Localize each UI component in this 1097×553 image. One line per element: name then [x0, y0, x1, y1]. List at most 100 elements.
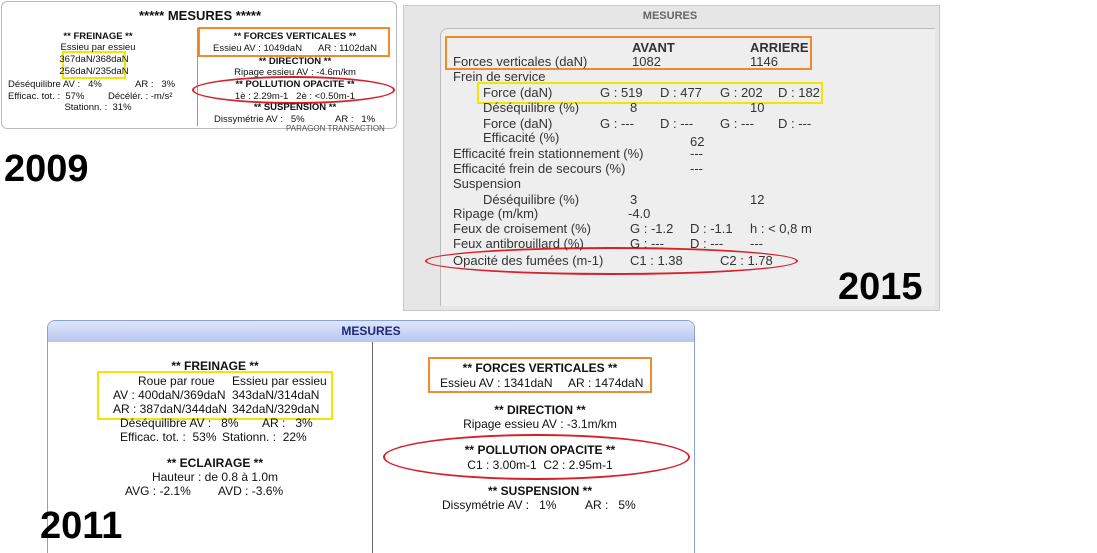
- cell: 62: [690, 134, 705, 149]
- text: Ripage essieu AV : -4.6m/km: [234, 67, 356, 78]
- column-header: ARRIERE: [750, 40, 809, 55]
- panel-2011: [47, 320, 695, 553]
- text: Efficac. tot. : 57%: [8, 91, 85, 102]
- year-label: 2011: [40, 505, 123, 547]
- text: AR : 1102daN: [318, 43, 377, 54]
- section-heading: ** POLLUTION OPACITE **: [464, 443, 616, 457]
- highlight-orange: [445, 36, 812, 70]
- text: 342daN/329daN: [232, 402, 320, 416]
- cell: 3: [630, 192, 638, 207]
- cell: h : < 0,8 m: [750, 221, 812, 236]
- text: 256daN/235daN: [59, 66, 129, 77]
- text: AR : 1474daN: [568, 376, 644, 390]
- panel-title: MESURES: [341, 324, 401, 338]
- text: Déséquilibre AV : 8%: [120, 416, 239, 430]
- cell: 1082: [632, 54, 661, 69]
- text: Ripage essieu AV : -3.1m/km: [463, 417, 617, 431]
- cell: D : ---: [690, 236, 724, 251]
- cell: 12: [750, 192, 765, 207]
- text: 1è : 2.29m-1 2è : <0.50m-1: [234, 91, 356, 102]
- panel-title: ***** MESURES *****: [138, 8, 262, 23]
- highlight-red: [192, 76, 395, 104]
- cell: C1 : 1.38: [630, 253, 683, 268]
- footer: PARAGON TRANSACTION: [286, 124, 385, 133]
- cell: ---: [750, 236, 763, 251]
- row-label: Ripage (m/km): [453, 206, 539, 221]
- cell: -4.0: [628, 206, 651, 221]
- cell: G : 519: [600, 85, 643, 100]
- section-heading: ** DIRECTION **: [494, 403, 586, 417]
- section-heading: ** POLLUTION OPACITE **: [235, 79, 355, 90]
- text: AR : 1%: [335, 114, 376, 125]
- highlight-red: [383, 434, 690, 480]
- row-label: Efficacité (%): [483, 130, 560, 145]
- section-heading: ** ECLAIRAGE **: [166, 456, 264, 470]
- highlight-yellow: [97, 371, 333, 420]
- cell: 8: [630, 100, 638, 115]
- text: Hauteur : de 0.8 à 1.0m: [151, 470, 279, 484]
- cell: C2 : 1.78: [720, 253, 773, 268]
- highlight-yellow: [477, 82, 823, 104]
- cell: ---: [690, 146, 703, 161]
- header-bar: [48, 321, 694, 342]
- divider: [372, 342, 373, 553]
- highlight-yellow: [62, 51, 126, 79]
- divider: [197, 28, 198, 126]
- cell: 10: [750, 100, 765, 115]
- text: AV : 400daN/369daN: [113, 388, 226, 402]
- text: 343daN/314daN: [232, 388, 320, 402]
- row-label: Efficacité frein stationnement (%): [453, 146, 644, 161]
- cell: G : ---: [600, 116, 634, 131]
- section-heading: ** FORCES VERTICALES **: [233, 31, 357, 42]
- text: AR : 3%: [262, 416, 313, 430]
- highlight-red: [425, 247, 798, 275]
- row-label: Feux de croisement (%): [453, 221, 591, 236]
- row-label: Opacité des fumées (m-1): [453, 253, 604, 268]
- section-heading: ** FORCES VERTICALES **: [462, 361, 618, 375]
- cell: D : ---: [660, 116, 694, 131]
- row-label: Déséquilibre (%): [483, 192, 580, 207]
- cell: G : 202: [720, 85, 763, 100]
- section-heading: ** FREINAGE **: [63, 31, 133, 42]
- cell: ---: [690, 161, 703, 176]
- year-label: 2009: [4, 148, 89, 190]
- section-heading: ** SUSPENSION **: [253, 102, 337, 113]
- highlight-orange: [428, 357, 652, 393]
- cell: 1146: [750, 54, 778, 69]
- cell: D : -1.1: [690, 221, 733, 236]
- row-label: Forces verticales (daN): [453, 54, 588, 69]
- row-label: Efficacité frein de secours (%): [453, 161, 626, 176]
- text: Roue par roue: [138, 374, 215, 388]
- text: Essieu AV : 1341daN: [440, 376, 553, 390]
- cell: D : ---: [778, 116, 812, 131]
- text: Stationn. : 31%: [64, 102, 132, 113]
- row-label: Feux antibrouillard (%): [453, 236, 584, 251]
- row-label: Déséquilibre (%): [483, 100, 580, 115]
- text: AVG : -2.1%: [125, 484, 191, 498]
- row-label: Suspension: [453, 176, 521, 191]
- section-heading: ** DIRECTION **: [258, 56, 332, 67]
- text: Dissymétrie AV : 1%: [442, 498, 557, 512]
- text: Stationn. : 22%: [222, 430, 307, 444]
- cell: G : ---: [630, 236, 664, 251]
- cell: G : -1.2: [630, 221, 674, 236]
- text: AR : 5%: [585, 498, 636, 512]
- text: AR : 3%: [135, 79, 176, 90]
- cell: D : 182: [778, 85, 820, 100]
- text: Décélér. : -m/s²: [108, 91, 173, 102]
- cell: D : 477: [660, 85, 702, 100]
- text: AR : 387daN/344daN: [113, 402, 228, 416]
- text: Essieu par essieu: [232, 374, 327, 388]
- cell: G : ---: [720, 116, 754, 131]
- row-label: Frein de service: [453, 69, 546, 84]
- text: AVD : -3.6%: [218, 484, 284, 498]
- text: 367daN/368daN: [59, 54, 129, 65]
- year-label: 2015: [838, 266, 923, 308]
- row-label: Force (daN): [483, 116, 553, 131]
- text: Déséquilibre AV : 4%: [8, 79, 102, 90]
- panel-title: MESURES: [642, 10, 698, 22]
- text: Efficac. tot. : 53%: [120, 430, 217, 444]
- text: Essieu par essieu: [60, 42, 136, 53]
- section-heading: ** FREINAGE **: [171, 359, 259, 373]
